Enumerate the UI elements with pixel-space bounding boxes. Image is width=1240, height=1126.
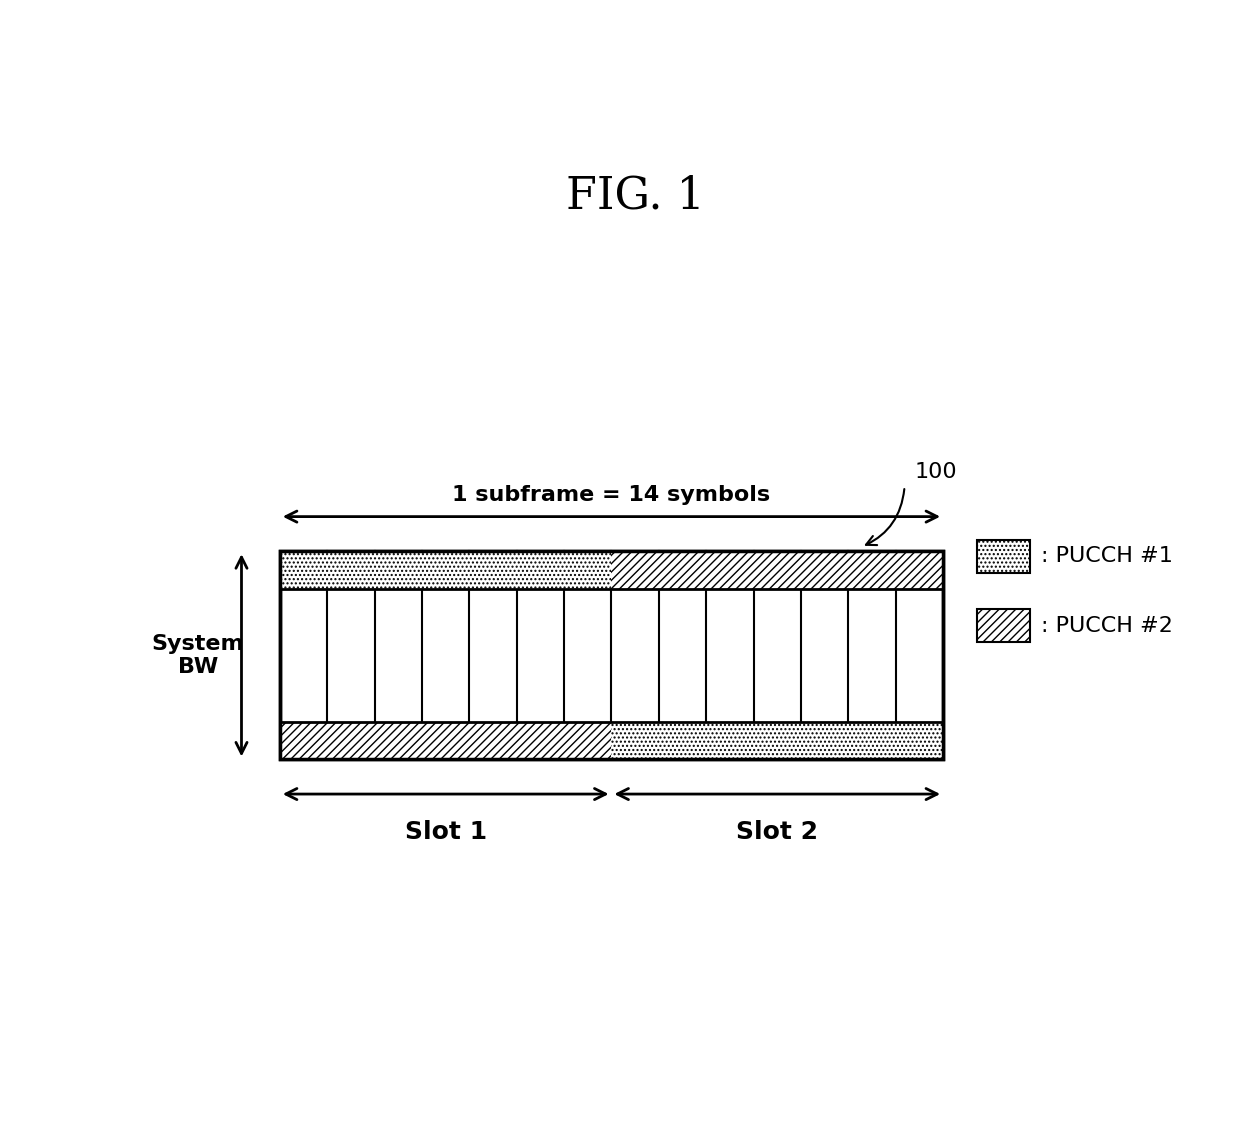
Bar	[422, 722, 470, 759]
Bar	[422, 552, 470, 589]
Bar	[895, 552, 942, 589]
Bar	[977, 609, 1029, 642]
Text: 100: 100	[914, 462, 957, 482]
Bar	[564, 552, 611, 589]
Bar	[327, 552, 374, 589]
Bar	[801, 722, 848, 759]
Bar	[895, 722, 942, 759]
Text: Slot 1: Slot 1	[404, 820, 487, 844]
Bar	[848, 552, 895, 589]
Bar	[658, 552, 707, 589]
Bar	[280, 722, 327, 759]
Bar	[280, 552, 942, 759]
Bar	[564, 722, 611, 759]
Bar	[470, 552, 517, 589]
Bar	[707, 552, 754, 589]
Bar	[754, 552, 801, 589]
Bar	[611, 722, 658, 759]
Bar	[848, 722, 895, 759]
Text: FIG. 1: FIG. 1	[567, 175, 704, 217]
Text: : PUCCH #2: : PUCCH #2	[1042, 616, 1173, 636]
Bar	[280, 552, 327, 589]
Text: 1 subframe = 14 symbols: 1 subframe = 14 symbols	[453, 485, 770, 504]
Bar	[707, 722, 754, 759]
Bar	[611, 552, 658, 589]
Text: Slot 2: Slot 2	[737, 820, 818, 844]
Text: System
BW: System BW	[151, 634, 244, 677]
Bar	[754, 722, 801, 759]
Text: : PUCCH #1: : PUCCH #1	[1042, 546, 1173, 566]
Bar	[977, 540, 1029, 573]
Bar	[327, 722, 374, 759]
Bar	[517, 722, 564, 759]
Bar	[374, 722, 422, 759]
Bar	[801, 552, 848, 589]
Bar	[280, 552, 942, 759]
Bar	[517, 552, 564, 589]
Bar	[658, 722, 707, 759]
Bar	[470, 722, 517, 759]
Bar	[374, 552, 422, 589]
